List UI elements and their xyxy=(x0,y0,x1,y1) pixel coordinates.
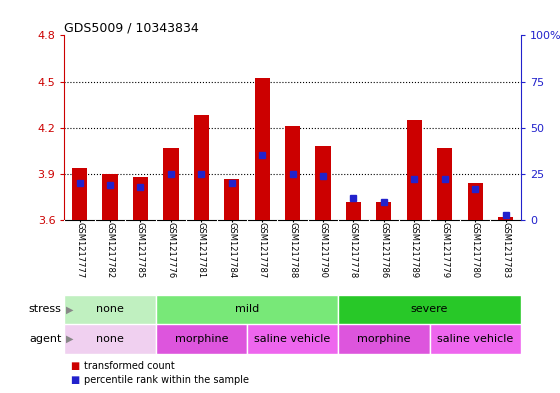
Text: percentile rank within the sample: percentile rank within the sample xyxy=(84,375,249,385)
Bar xyxy=(430,324,521,354)
Bar xyxy=(224,178,239,220)
Text: GSM1217780: GSM1217780 xyxy=(470,222,480,279)
Text: GSM1217790: GSM1217790 xyxy=(319,222,328,278)
Text: GSM1217777: GSM1217777 xyxy=(75,222,84,279)
Text: GSM1217786: GSM1217786 xyxy=(379,222,389,279)
Bar xyxy=(164,148,179,220)
Text: GSM1217782: GSM1217782 xyxy=(105,222,115,279)
Text: GSM1217778: GSM1217778 xyxy=(349,222,358,279)
Text: none: none xyxy=(96,334,124,344)
Text: saline vehicle: saline vehicle xyxy=(437,334,514,344)
Bar xyxy=(64,295,156,324)
Text: GSM1217787: GSM1217787 xyxy=(258,222,267,279)
Bar xyxy=(338,324,430,354)
Text: morphine: morphine xyxy=(175,334,228,344)
Text: morphine: morphine xyxy=(357,334,410,344)
Bar xyxy=(64,324,156,354)
Text: agent: agent xyxy=(29,334,62,344)
Text: GSM1217788: GSM1217788 xyxy=(288,222,297,279)
Text: GSM1217781: GSM1217781 xyxy=(197,222,206,279)
Text: GSM1217783: GSM1217783 xyxy=(501,222,510,279)
Text: transformed count: transformed count xyxy=(84,361,175,371)
Text: ▶: ▶ xyxy=(66,334,73,344)
Text: ▶: ▶ xyxy=(66,305,73,314)
Text: GDS5009 / 10343834: GDS5009 / 10343834 xyxy=(64,21,199,34)
Bar xyxy=(156,295,338,324)
Bar xyxy=(346,202,361,220)
Bar xyxy=(437,148,452,220)
Bar xyxy=(315,146,330,220)
Text: severe: severe xyxy=(411,305,448,314)
Text: GSM1217789: GSM1217789 xyxy=(410,222,419,279)
Bar xyxy=(247,324,338,354)
Bar xyxy=(338,295,521,324)
Text: GSM1217785: GSM1217785 xyxy=(136,222,145,279)
Bar xyxy=(102,174,118,220)
Bar xyxy=(407,120,422,220)
Bar xyxy=(285,126,300,220)
Text: ■: ■ xyxy=(70,375,80,385)
Text: GSM1217776: GSM1217776 xyxy=(166,222,175,279)
Bar xyxy=(133,177,148,220)
Text: GSM1217779: GSM1217779 xyxy=(440,222,449,279)
Text: saline vehicle: saline vehicle xyxy=(254,334,331,344)
Bar xyxy=(468,183,483,220)
Bar xyxy=(156,324,247,354)
Text: GSM1217784: GSM1217784 xyxy=(227,222,236,279)
Text: mild: mild xyxy=(235,305,259,314)
Bar xyxy=(194,116,209,220)
Bar xyxy=(72,168,87,220)
Bar xyxy=(255,79,270,220)
Text: stress: stress xyxy=(29,305,62,314)
Text: none: none xyxy=(96,305,124,314)
Bar xyxy=(376,202,391,220)
Text: ■: ■ xyxy=(70,361,80,371)
Bar xyxy=(498,217,513,220)
